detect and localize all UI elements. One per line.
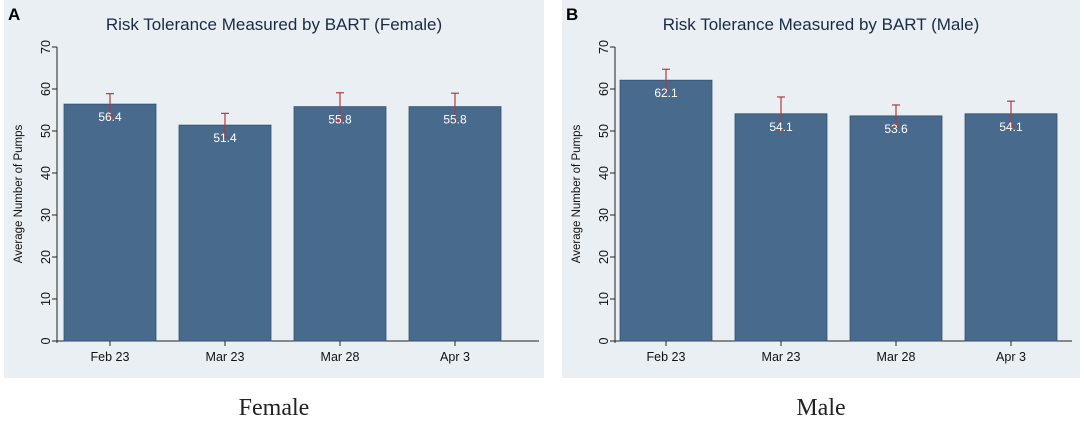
- panel-female: A Risk Tolerance Measured by BART (Femal…: [4, 0, 544, 378]
- y-tick-label: 0: [39, 337, 53, 344]
- panel-female-letter: A: [8, 5, 21, 24]
- x-tick-label: Feb 23: [91, 350, 130, 364]
- y-tick-label: 20: [597, 250, 611, 264]
- y-axis-title: Average Number of Pumps: [571, 125, 583, 264]
- bar-feb-23: [619, 79, 713, 342]
- data-label: 54.1: [769, 120, 793, 134]
- caption-female: Female: [238, 395, 310, 421]
- bar-mar-28: [849, 115, 943, 342]
- y-tick-label: 40: [39, 166, 53, 180]
- y-tick-label: 60: [39, 82, 53, 96]
- x-tick-label: Apr 3: [996, 350, 1026, 364]
- x-tick-label: Mar 28: [321, 350, 360, 364]
- data-label: 56.4: [98, 110, 122, 124]
- data-label: 62.1: [654, 86, 678, 100]
- y-tick-label: 20: [39, 250, 53, 264]
- bar-apr-3: [408, 106, 502, 342]
- bar-mar-23: [734, 113, 828, 342]
- y-tick-label: 10: [597, 292, 611, 306]
- y-tick-label: 50: [597, 124, 611, 138]
- bar-mar-23: [178, 124, 272, 342]
- caption-male: Male: [796, 395, 846, 421]
- y-tick-label: 10: [39, 292, 53, 306]
- y-tick-label: 70: [597, 40, 611, 54]
- y-tick-label: 0: [597, 337, 611, 344]
- y-tick-label: 40: [597, 166, 611, 180]
- data-label: 54.1: [999, 120, 1023, 134]
- data-label: 53.6: [884, 122, 908, 136]
- x-tick-label: Feb 23: [647, 350, 686, 364]
- data-label: 55.8: [443, 113, 467, 127]
- x-tick-label: Mar 23: [206, 350, 245, 364]
- x-tick-label: Mar 23: [762, 350, 801, 364]
- data-label: 55.8: [328, 113, 352, 127]
- bar-apr-3: [964, 113, 1058, 342]
- panel-female-title: Risk Tolerance Measured by BART (Female): [105, 15, 443, 34]
- y-tick-label: 30: [39, 208, 53, 222]
- x-tick-label: Apr 3: [440, 350, 470, 364]
- panel-male-letter: B: [566, 5, 579, 24]
- y-tick-label: 30: [597, 208, 611, 222]
- chart-female: 0 10 20 30 40 50 60 70 Average Number of Pumps 56…: [13, 40, 539, 364]
- bar-feb-23: [63, 103, 157, 342]
- y-tick-label: 60: [597, 82, 611, 96]
- bar-mar-28: [293, 106, 387, 342]
- y-tick-label: 70: [39, 40, 53, 54]
- panel-male: B Risk Tolerance Measured by BART (Male)…: [562, 0, 1080, 378]
- panel-male-title: Risk Tolerance Measured by BART (Male): [662, 15, 980, 34]
- chart-male: 0 10 20 30 40 50 60 70 Average Number of Pumps 62…: [571, 40, 1072, 364]
- y-axis-title: Average Number of Pumps: [13, 125, 25, 264]
- y-tick-label: 50: [39, 124, 53, 138]
- x-tick-label: Mar 28: [877, 350, 916, 364]
- data-label: 51.4: [213, 131, 237, 145]
